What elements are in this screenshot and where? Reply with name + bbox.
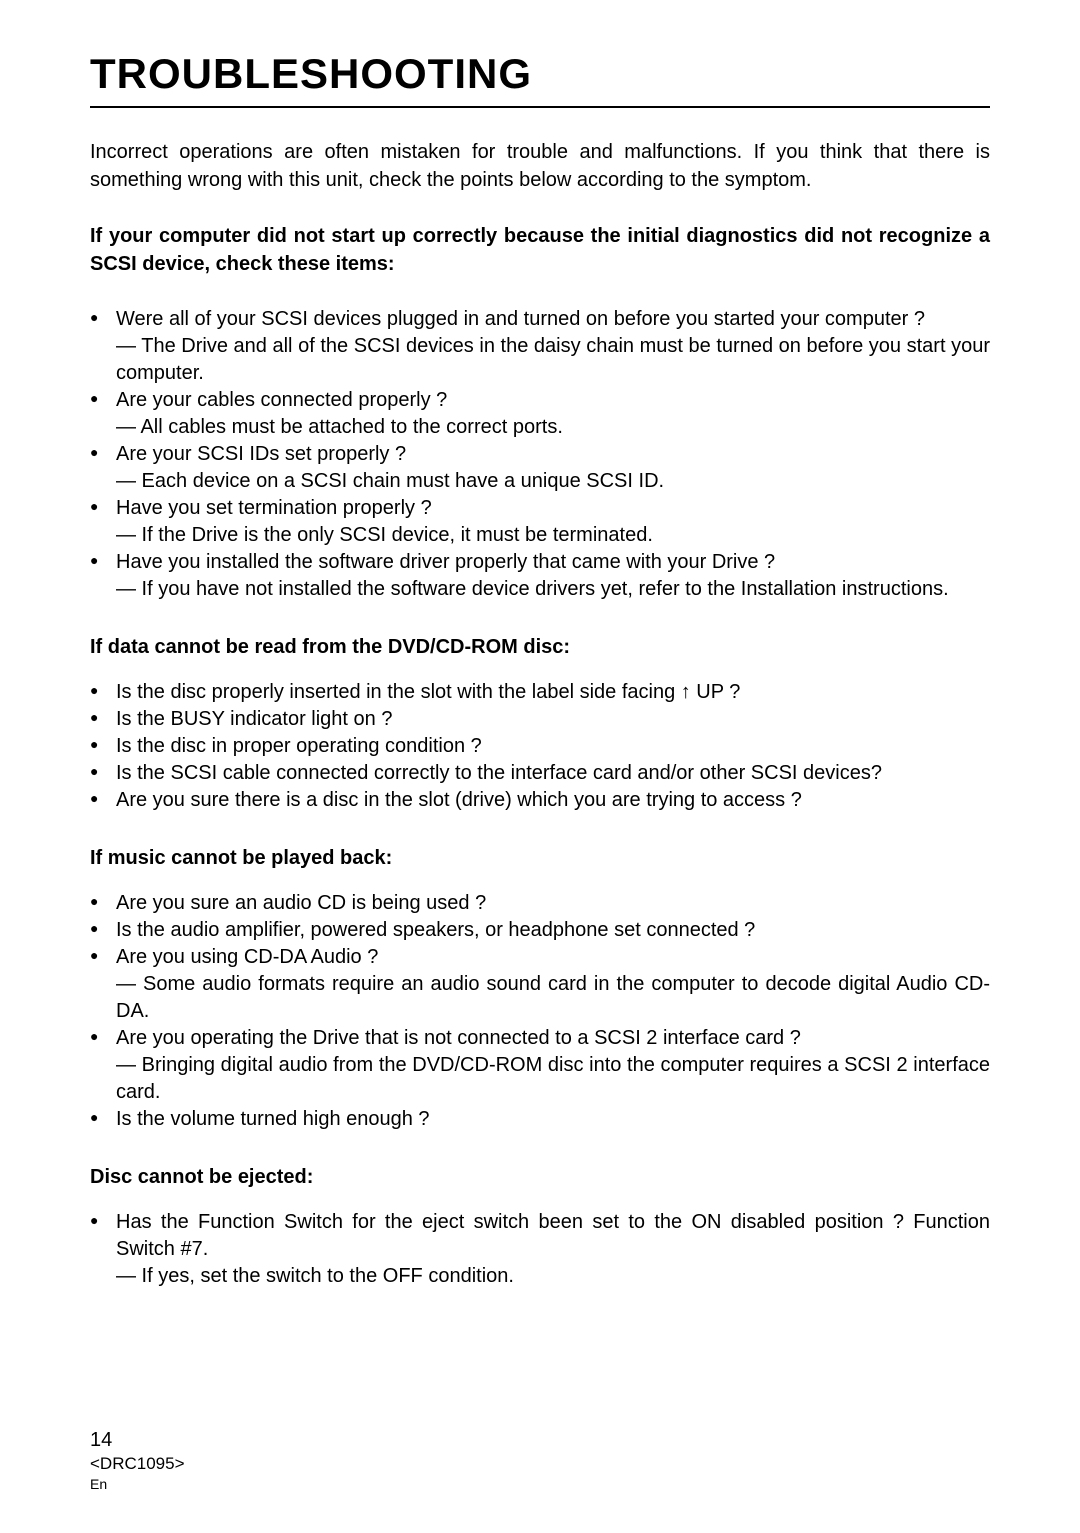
section-heading: If data cannot be read from the DVD/CD-R… [90,633,990,661]
bullet-list: Is the disc properly inserted in the slo… [90,679,990,814]
list-item: Are you operating the Drive that is not … [90,1025,990,1106]
intro-paragraph: Incorrect operations are often mistaken … [90,138,990,194]
bullet-list: Has the Function Switch for the eject sw… [90,1209,990,1290]
page-footer: 14 <DRC1095> En [90,1427,185,1493]
list-item: Is the disc in proper operating conditio… [90,733,990,760]
list-item: Have you set termination properly ?— If … [90,495,990,549]
section-1: If data cannot be read from the DVD/CD-R… [90,633,990,814]
language-code: En [90,1475,185,1493]
bullet-list: Are you sure an audio CD is being used ?… [90,890,990,1133]
list-item: Are you sure an audio CD is being used ? [90,890,990,917]
page-number: 14 [90,1427,185,1453]
list-item: Is the volume turned high enough ? [90,1106,990,1133]
section-3: Disc cannot be ejected: Has the Function… [90,1163,990,1290]
list-item: Are you using CD-DA Audio ?— Some audio … [90,944,990,1025]
list-item: Has the Function Switch for the eject sw… [90,1209,990,1290]
section-2: If music cannot be played back: Are you … [90,844,990,1133]
list-item: Is the SCSI cable connected correctly to… [90,760,990,787]
section-0: If your computer did not start up correc… [90,222,990,603]
section-heading: Disc cannot be ejected: [90,1163,990,1191]
document-number: <DRC1095> [90,1453,185,1475]
list-item: Are you sure there is a disc in the slot… [90,787,990,814]
section-heading: If your computer did not start up correc… [90,222,990,278]
list-item: Are your SCSI IDs set properly ?— Each d… [90,441,990,495]
page-title: TROUBLESHOOTING [90,50,990,108]
list-item: Were all of your SCSI devices plugged in… [90,306,990,387]
list-item: Are your cables connected properly ?— Al… [90,387,990,441]
section-heading: If music cannot be played back: [90,844,990,872]
bullet-list: Were all of your SCSI devices plugged in… [90,306,990,603]
list-item: Is the disc properly inserted in the slo… [90,679,990,706]
list-item: Have you installed the software driver p… [90,549,990,603]
list-item: Is the BUSY indicator light on ? [90,706,990,733]
list-item: Is the audio amplifier, powered speakers… [90,917,990,944]
